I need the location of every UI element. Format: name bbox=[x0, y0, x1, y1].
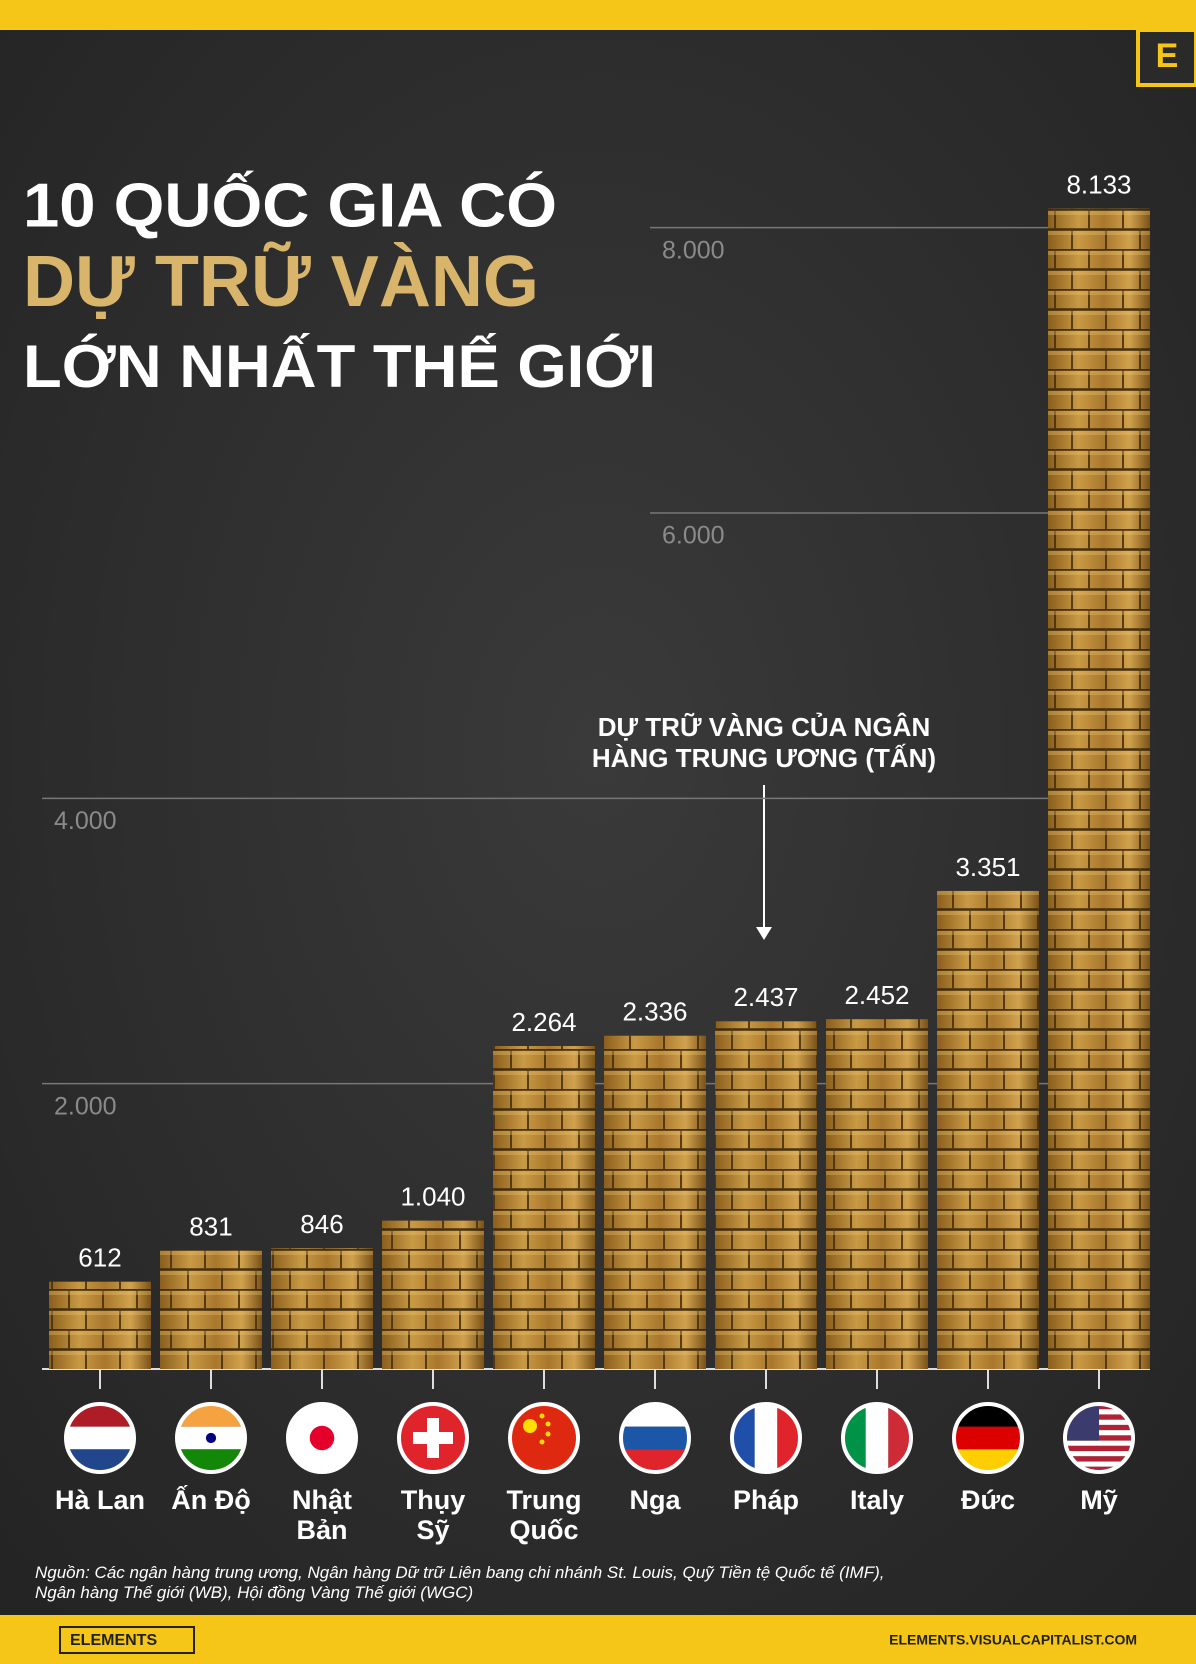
value-label: 846 bbox=[300, 1209, 343, 1239]
value-label: 3.351 bbox=[955, 852, 1020, 882]
bar-texture bbox=[160, 1250, 262, 1369]
flag-stripe bbox=[1065, 1456, 1133, 1462]
x-tick-label: Trung Quốc bbox=[506, 1485, 582, 1545]
flag-emblem bbox=[413, 1432, 453, 1444]
logo-box bbox=[1136, 28, 1196, 87]
bar-texture bbox=[937, 890, 1039, 1369]
flag-stripe bbox=[754, 1404, 778, 1472]
flag-ring bbox=[952, 1402, 1024, 1474]
logo-letter: E bbox=[1156, 37, 1179, 75]
value-label: 2.264 bbox=[511, 1007, 576, 1037]
flag-emblem bbox=[545, 1431, 551, 1437]
flag-stripe bbox=[66, 1426, 134, 1450]
y-tick-label: 4.000 bbox=[54, 807, 117, 835]
bar-texture bbox=[1048, 208, 1150, 1369]
x-tick-label: Đức bbox=[960, 1485, 1016, 1515]
annotation: DỰ TRỮ VÀNG CỦA NGÂN HÀNG TRUNG ƯƠNG (TẤ… bbox=[591, 712, 937, 773]
title-highlight: DỰ TRỮ VÀNG bbox=[23, 241, 539, 322]
flag-stripe bbox=[1065, 1466, 1133, 1472]
flag-emblem bbox=[523, 1419, 537, 1433]
flag-stripe bbox=[1065, 1445, 1133, 1452]
flag-emblem bbox=[545, 1421, 551, 1427]
flag-ring bbox=[175, 1402, 247, 1474]
flag-emblem bbox=[309, 1425, 335, 1451]
x-tick-label: Nhật Bản bbox=[292, 1485, 352, 1545]
flag-ring bbox=[730, 1402, 802, 1474]
flag-ring bbox=[841, 1402, 913, 1474]
bar-texture bbox=[382, 1220, 484, 1369]
flag-stripe bbox=[954, 1426, 1022, 1450]
annotation-arrowhead bbox=[756, 927, 772, 940]
flag-stripe bbox=[865, 1404, 889, 1472]
flag-ring bbox=[619, 1402, 691, 1474]
x-tick-label: Italy bbox=[849, 1485, 905, 1515]
flag-stripe bbox=[621, 1426, 689, 1450]
value-label: 2.452 bbox=[844, 980, 909, 1010]
bar-texture bbox=[715, 1021, 817, 1369]
title-line: LỚN NHẤT THẾ GIỚI bbox=[23, 333, 656, 400]
x-tick-label: Mỹ bbox=[1080, 1485, 1118, 1515]
y-tick-label: 6.000 bbox=[662, 522, 725, 550]
flag-emblem bbox=[539, 1439, 545, 1445]
value-label: 831 bbox=[189, 1211, 232, 1241]
value-label: 612 bbox=[78, 1243, 121, 1273]
bar-texture bbox=[826, 1019, 928, 1369]
value-label: 2.437 bbox=[733, 982, 798, 1012]
flag-stripe bbox=[1065, 1461, 1133, 1467]
flag-emblem bbox=[539, 1413, 545, 1419]
flag-stripe bbox=[1065, 1451, 1133, 1457]
x-tick-label: Ấn Độ bbox=[171, 1485, 251, 1515]
value-label: 2.336 bbox=[622, 997, 687, 1027]
bar-texture bbox=[271, 1248, 373, 1369]
flag-ring bbox=[397, 1402, 469, 1474]
flag-emblem bbox=[205, 1432, 217, 1444]
x-tick-label: Hà Lan bbox=[54, 1485, 146, 1515]
title-line: 10 QUỐC GIA CÓ bbox=[23, 171, 557, 240]
url: ELEMENTS.VISUALCAPITALIST.COM bbox=[889, 1632, 1137, 1648]
bar-texture bbox=[604, 1035, 706, 1369]
flag-ring bbox=[286, 1402, 358, 1474]
brand-box bbox=[59, 1626, 195, 1654]
bar-texture bbox=[493, 1046, 595, 1369]
flag-ring bbox=[508, 1402, 580, 1474]
flag-ring bbox=[64, 1402, 136, 1474]
bar-texture bbox=[49, 1281, 151, 1369]
source-note: Nguồn: Các ngân hàng trung ương, Ngân hà… bbox=[35, 1563, 885, 1602]
y-tick-label: 2.000 bbox=[54, 1092, 117, 1120]
x-tick-label: Nga bbox=[629, 1485, 681, 1515]
value-label: 1.040 bbox=[400, 1182, 465, 1212]
flag-stripe bbox=[1065, 1440, 1133, 1446]
brand: ELEMENTS bbox=[70, 1632, 157, 1649]
x-tick-label: Thụy Sỹ bbox=[400, 1485, 466, 1545]
value-label: 8.133 bbox=[1066, 170, 1131, 200]
bottom-band bbox=[0, 1615, 1196, 1664]
flag-ring bbox=[1063, 1402, 1135, 1474]
top-band bbox=[0, 0, 1196, 30]
x-tick-label: Pháp bbox=[732, 1485, 799, 1515]
y-tick-label: 8.000 bbox=[662, 236, 725, 264]
